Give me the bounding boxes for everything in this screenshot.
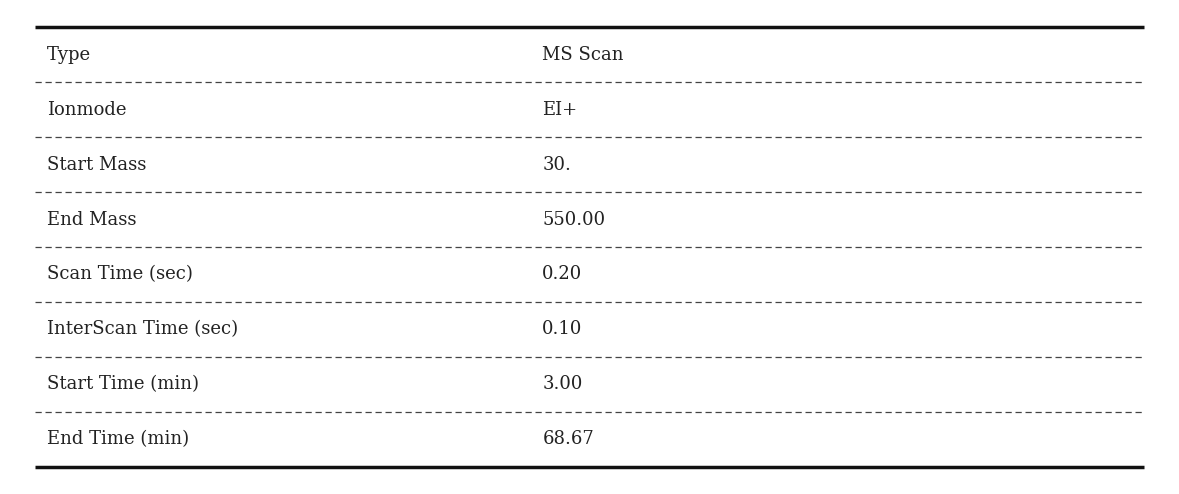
Text: Ionmode: Ionmode [47,101,126,119]
Text: 550.00: 550.00 [542,210,606,229]
Text: 30.: 30. [542,156,571,173]
Text: MS Scan: MS Scan [542,45,624,64]
Text: 0.20: 0.20 [542,265,582,284]
Text: InterScan Time (sec): InterScan Time (sec) [47,321,238,338]
Text: Type: Type [47,45,91,64]
Text: Start Mass: Start Mass [47,156,146,173]
Text: End Mass: End Mass [47,210,137,229]
Text: EI+: EI+ [542,101,578,119]
Text: 0.10: 0.10 [542,321,582,338]
Text: 68.67: 68.67 [542,430,594,449]
Text: Scan Time (sec): Scan Time (sec) [47,265,193,284]
Text: 3.00: 3.00 [542,375,582,393]
Text: End Time (min): End Time (min) [47,430,190,449]
Text: Start Time (min): Start Time (min) [47,375,199,393]
